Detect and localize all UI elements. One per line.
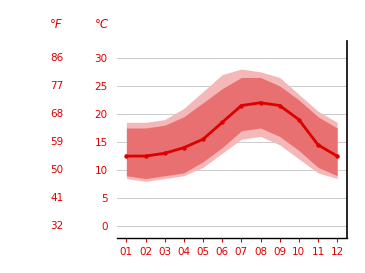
Text: 68: 68 <box>50 109 63 119</box>
Text: 41: 41 <box>50 193 63 203</box>
Text: 77: 77 <box>50 81 63 91</box>
Text: 59: 59 <box>50 137 63 147</box>
Text: °C: °C <box>95 18 109 31</box>
Text: 86: 86 <box>50 53 63 63</box>
Text: °F: °F <box>50 18 63 31</box>
Text: 32: 32 <box>50 221 63 231</box>
Text: 50: 50 <box>50 165 63 175</box>
